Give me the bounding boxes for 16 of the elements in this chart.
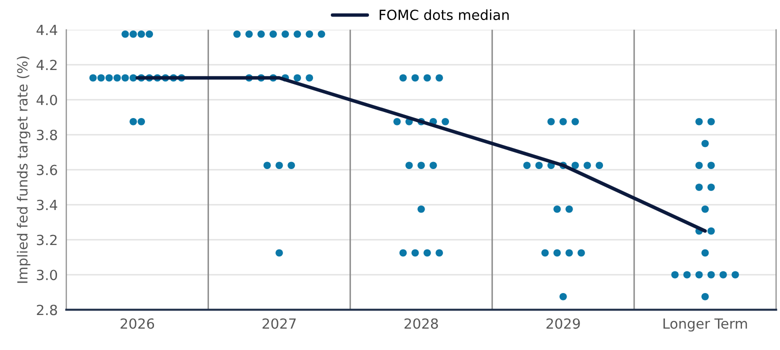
y-tick-label: 4.0 (36, 94, 58, 106)
y-tick-label: 4.4 (36, 24, 58, 36)
x-tick-label: 2026 (120, 318, 154, 329)
y-tick-label: 3.8 (36, 130, 58, 140)
y-tick-label: 3.6 (36, 164, 58, 176)
y-tick-label: 3.4 (36, 200, 58, 210)
x-tick-label: 2029 (546, 318, 580, 329)
y-tick-label: 2.8 (36, 304, 58, 316)
x-tick-label: 2027 (262, 318, 296, 329)
y-axis-title: Implied fed funds target rate (%) (16, 56, 30, 283)
legend-label: FOMC dots median (380, 9, 509, 20)
y-tick-label: 3.0 (36, 270, 58, 280)
y-tick-label: 4.2 (36, 60, 57, 70)
x-tick-label: 2028 (404, 318, 438, 329)
y-tick-label: 3.2 (36, 234, 57, 246)
x-tick-label: Longer Term (664, 318, 747, 332)
